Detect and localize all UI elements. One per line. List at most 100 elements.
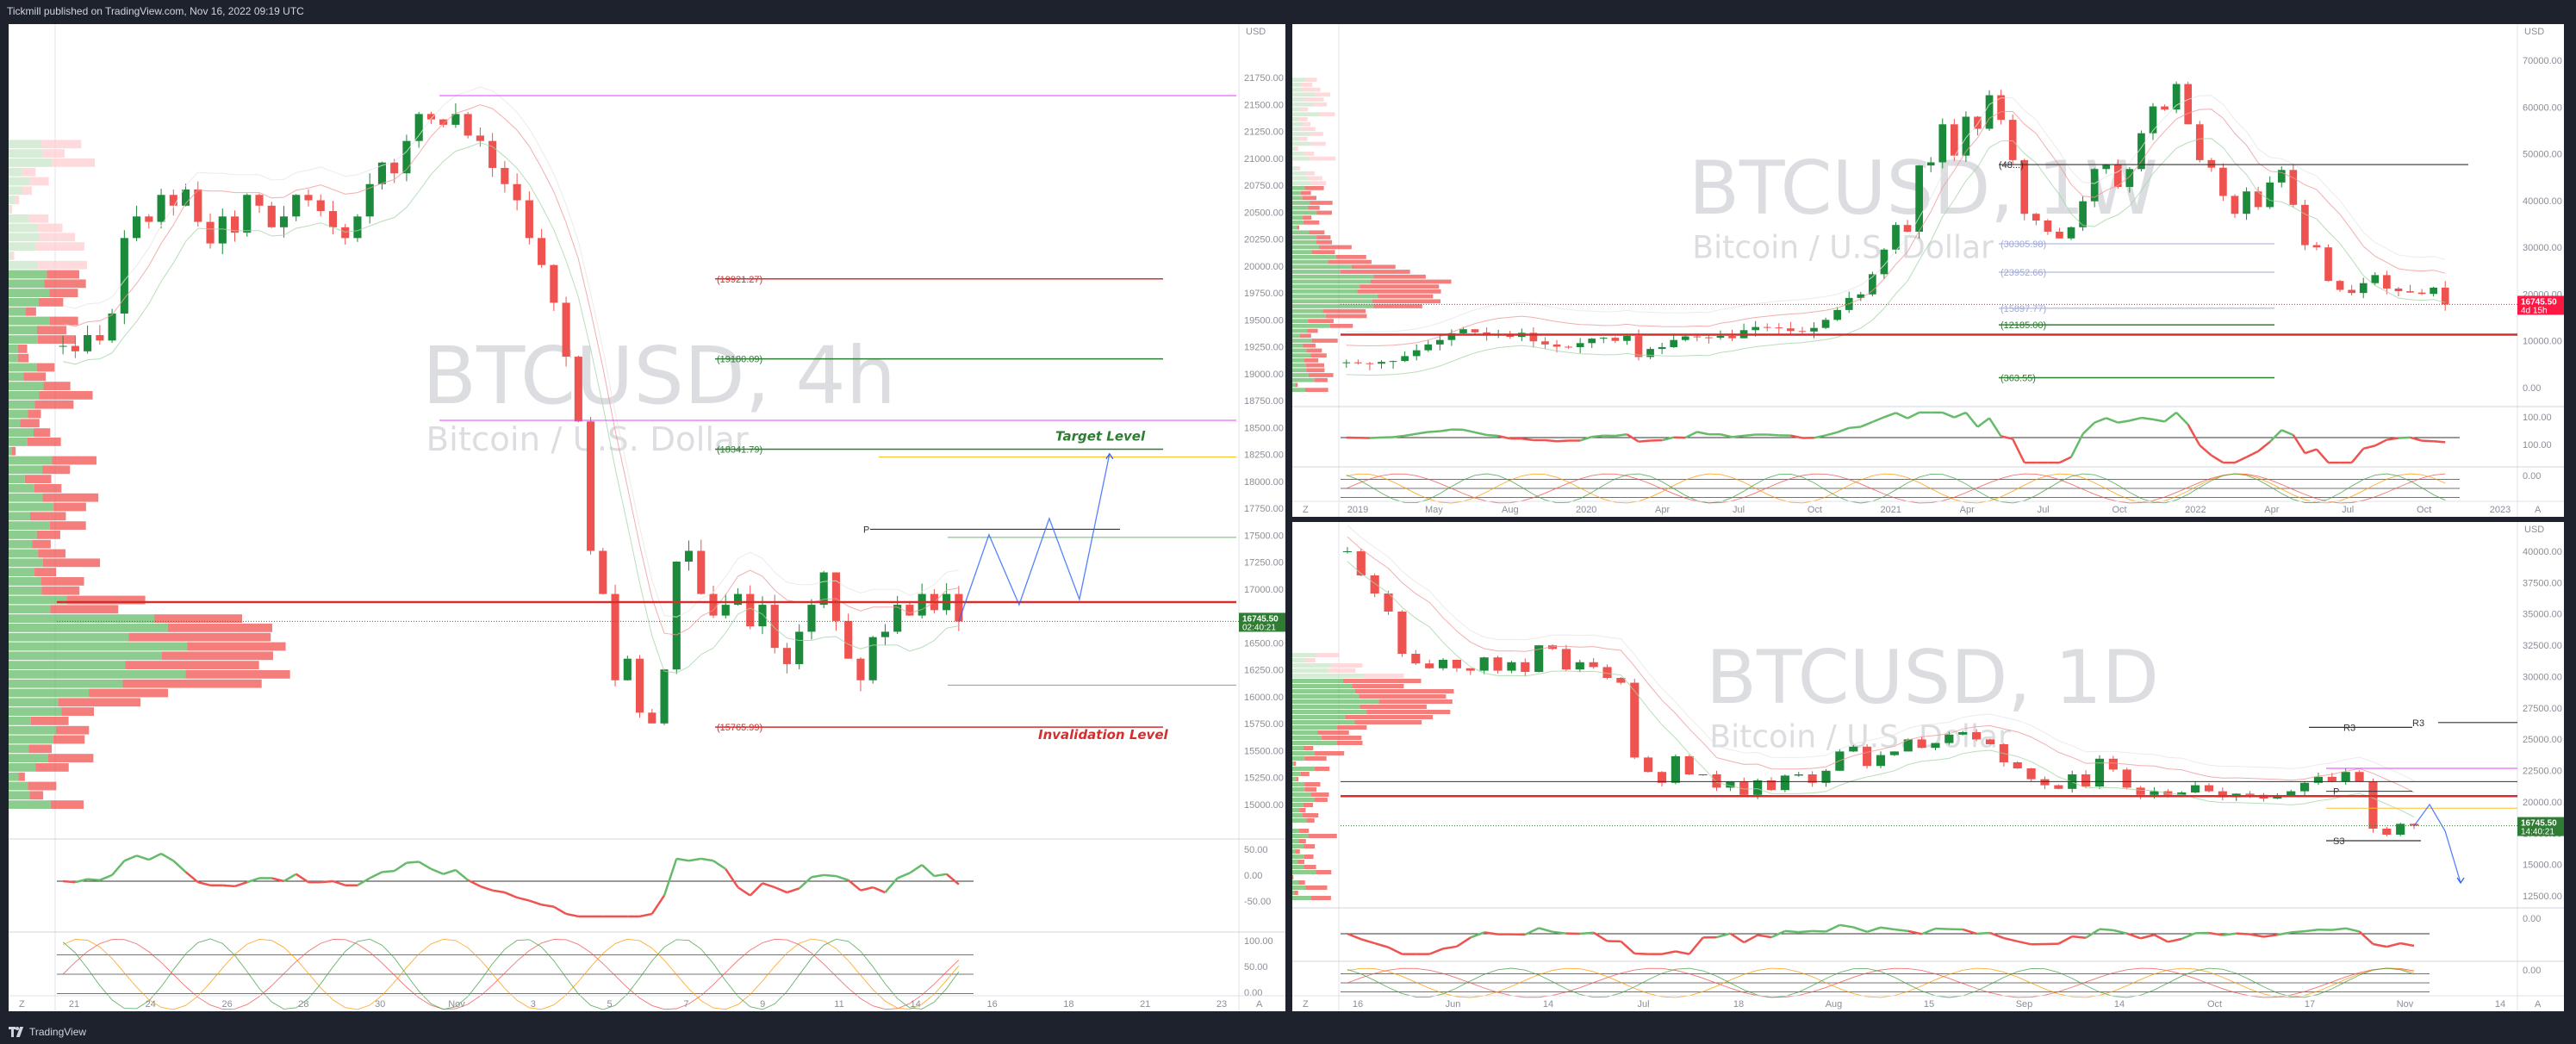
rsi-segment [1798,929,1813,934]
volume-profile-bar-sell [1336,741,1363,745]
tradingview-logo[interactable]: TradingView [9,1026,86,1038]
rsi-segment [406,861,420,864]
candle [831,572,841,621]
volume-profile-bar-buy [9,772,19,781]
rsi-segment [1860,420,1873,428]
rsi-segment [1921,927,1936,935]
rsi-segment [1720,433,1733,438]
time-tick: 7 [683,999,688,1010]
level-label: (12185.00) [2000,320,2046,331]
volume-profile-bar-buy [9,298,39,307]
volume-profile-bar-sell [41,577,84,586]
volume-profile-bar-sell [66,595,146,605]
volume-profile-bar-sell [38,298,64,307]
candle [2054,785,2063,789]
rsi-segment [1347,932,1362,941]
time-tick: 14 [2495,999,2505,1010]
volume-profile-bar-sell [34,484,62,493]
time-tick: Jul [2342,505,2354,515]
volume-profile-bar-buy [1292,373,1309,377]
candle [1752,326,1760,331]
candle [2312,245,2321,248]
rsi-segment [2094,417,2107,424]
candle [1599,338,1608,339]
rsi-segment [1360,938,1376,945]
volume-profile-bar-sell [125,661,259,669]
volume-profile-bar-sell [36,531,60,539]
candle [2301,204,2309,245]
candle [304,195,313,201]
volume-profile-bar-sell [23,372,47,382]
corner-right-button: A [1256,999,1263,1010]
volume-profile-bar-sell [1325,314,1367,319]
price-tick: 0.00 [2523,383,2541,394]
price-tick: 40000.00 [2523,196,2562,207]
rsi-segment [1895,412,1908,419]
volume-profile-bar-buy [1292,343,1304,348]
volume-profile-bar-buy [1292,860,1298,864]
price-tick: 20000.00 [1244,262,1284,272]
chart-pane-1d[interactable]: BTCUSD, 1D Bitcoin / U.S. Dollar USD 40000.… [1292,522,2564,1011]
candle [1962,116,1970,156]
watermark-name: Bitcoin / U.S. Dollar [1692,229,1994,266]
candle [2245,793,2255,795]
rsi-segment [2003,936,2019,943]
rsi-segment [382,869,395,873]
volume-profile-bar-sell [39,233,76,242]
rsi-segment [1942,411,1955,419]
time-tick: 9 [760,999,765,1010]
candle [1849,746,1858,752]
candle [1808,774,1817,783]
rsi-segment [1837,426,1850,433]
volume-profile-bar-sell [1314,751,1345,755]
volume-profile-bar-sell [42,493,99,502]
candle [684,550,694,562]
rsi-segment [909,863,923,874]
volume-profile-bar-buy [9,223,39,233]
last-price-timer: 14:40:21 [2521,828,2554,837]
volume-profile-bar-buy [9,679,123,688]
chart-pane-4h[interactable]: BTCUSD, 4h Bitcoin / U.S. Dollar USD 21750.… [9,24,1285,1011]
time-tick: 24 [146,999,156,1010]
price-tick: 12500.00 [2523,892,2562,902]
candle [2406,291,2414,293]
price-tick: 18750.00 [1244,396,1284,407]
candle [893,605,902,632]
rsi-segment [283,873,297,883]
rsi-segment [2236,932,2250,935]
candle [587,421,595,551]
rsi-segment [1907,411,1920,419]
candle [194,190,202,222]
price-tick: 18500.00 [1244,423,1284,433]
candle [365,183,374,217]
candle [218,216,227,244]
volume-profile-bar-buy [9,493,43,502]
candle [2218,791,2227,798]
candle [1863,746,1872,767]
price-tick: 19000.00 [1244,370,1284,380]
volume-profile-bar-sell [11,252,15,260]
rsi-segment [1988,417,2002,438]
price-tick: 25000.00 [2523,735,2562,745]
candle [451,114,460,125]
volume-profile-bar-buy [9,688,90,698]
volume-profile-bar-sell [1316,239,1333,245]
candle [758,605,767,627]
volume-profile-bar-sell [1303,121,1311,127]
candle [1630,682,1640,758]
candle [2299,782,2310,792]
rsi-segment [824,873,837,878]
chart-pane-1w[interactable]: BTCUSD, 1W Bitcoin / U.S. Dollar USD 70000.… [1292,24,2564,517]
volume-profile-bar-sell [61,707,95,716]
rsi-segment [650,894,666,915]
watermark-symbol: BTCUSD, 1W [1689,146,2158,232]
candle [1753,780,1763,795]
volume-profile-bar-buy [9,651,162,661]
candle [2113,165,2122,188]
volume-profile-bar-sell [1310,181,1327,185]
volume-profile-bar-sell [34,428,51,437]
volume-profile-bar-buy [1292,705,1360,709]
volume-profile-bar-buy [1292,239,1316,245]
volume-profile-bar-sell [20,419,40,428]
price-tick: 30000.00 [2523,672,2562,682]
